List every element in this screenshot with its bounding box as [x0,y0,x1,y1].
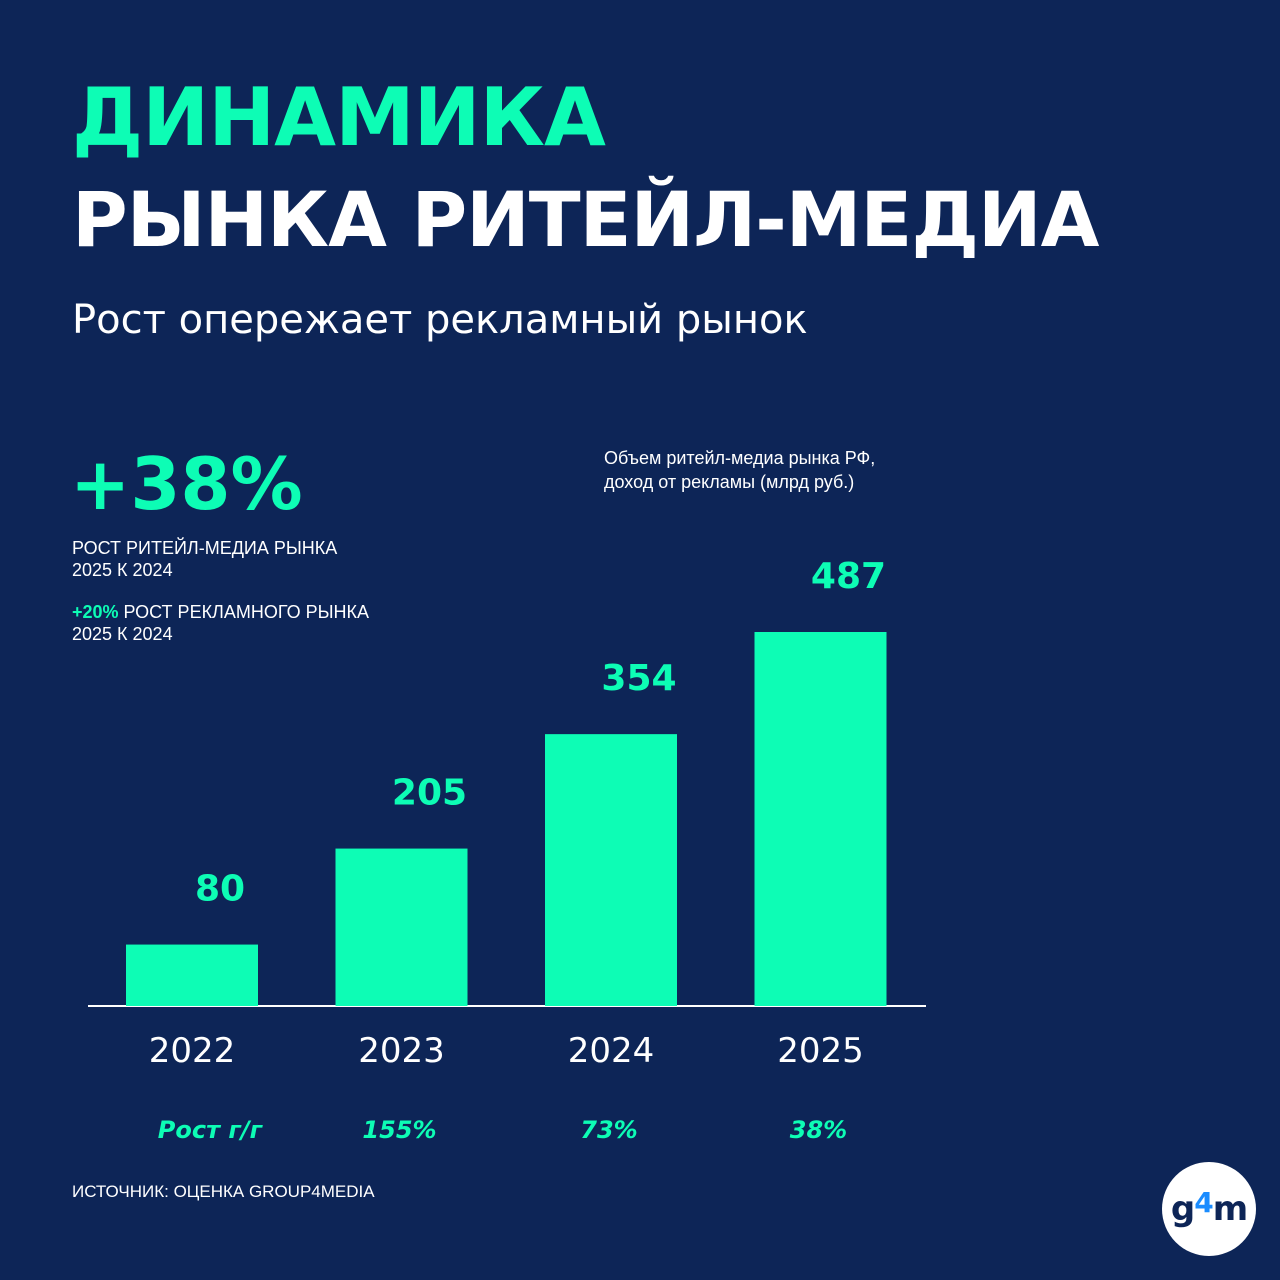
x-tick-label-2025: 2025 [777,1031,864,1071]
logo-text: g4m [1170,1186,1248,1229]
bar-2025 [754,632,887,1006]
ad-market-growth-value: +20% [72,602,119,622]
source-note: ИСТОЧНИК: ОЦЕНКА GROUP4MEDIA [72,1182,375,1201]
ad-market-caption-line-1: РОСТ РЕКЛАМНОГО РЫНКА [118,602,370,622]
bar-2022 [126,944,258,1006]
group4media-logo: g4m [1162,1162,1256,1256]
value-label-2023: 205 [392,773,467,814]
value-label-2025: 487 [811,556,886,597]
chart-caption: Объем ритейл-медиа рынка РФ, доход от ре… [604,446,964,494]
growth-label-2024: 73% [580,1116,637,1144]
subtitle: Рост опережает рекламный рынок [72,297,808,343]
chart-caption-line-1: Объем ритейл-медиа рынка РФ, [604,448,876,468]
title-line-2: РЫНКА РИТЕЙЛ-МЕДИА [72,175,1099,264]
x-tick-label-2022: 2022 [149,1031,236,1071]
bar-2023 [335,848,468,1006]
growth-label-2025: 38% [790,1116,847,1144]
value-label-2022: 80 [195,869,245,910]
value-label-2024: 354 [601,658,676,699]
headline-growth-caption: РОСТ РИТЕЙЛ-МЕДИА РЫНКА 2025 К 2024 [72,537,452,581]
bar-2024 [545,734,677,1006]
headline-caption-line-2: 2025 К 2024 [72,560,173,580]
headline-growth-value: +38% [70,442,303,526]
title-line-1: ДИНАМИКА [72,71,606,164]
x-tick-label-2024: 2024 [568,1031,655,1071]
ad-market-caption-line-2: 2025 К 2024 [72,624,173,644]
growth-label-2023: 155% [362,1116,436,1144]
chart-caption-line-2: доход от рекламы (млрд руб.) [604,472,855,492]
growth-row-label: Рост г/г [158,1116,264,1144]
ad-market-growth-caption: +20% РОСТ РЕКЛАМНОГО РЫНКА 2025 К 2024 [72,601,452,645]
headline-caption-line-1: РОСТ РИТЕЙЛ-МЕДИА РЫНКА [72,538,338,558]
x-tick-label-2023: 2023 [358,1031,445,1071]
